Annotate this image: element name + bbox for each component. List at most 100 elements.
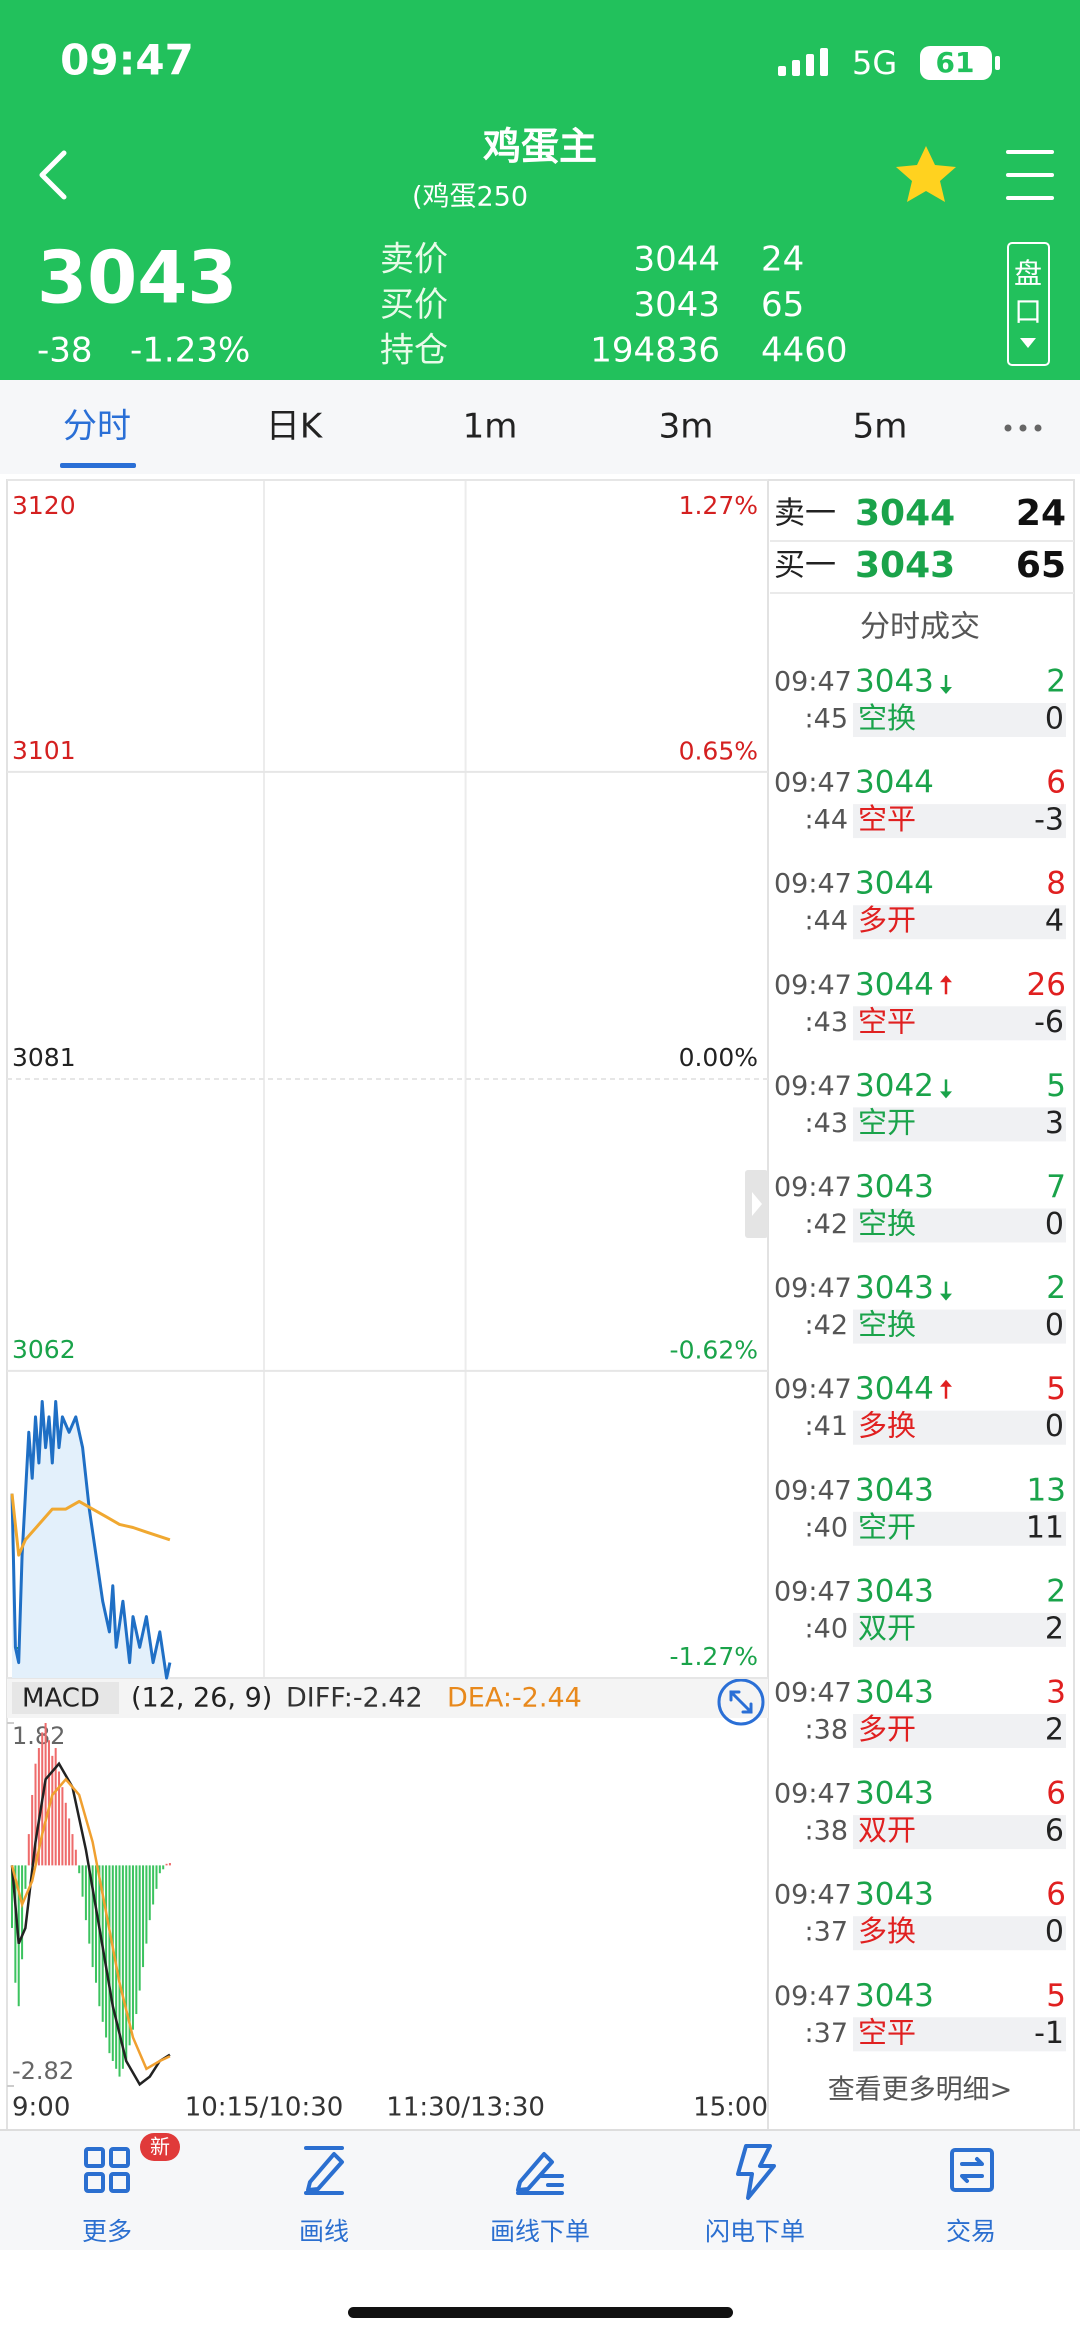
- trade-volume: 6: [1046, 1877, 1066, 1913]
- macd-bar: [81, 1865, 84, 1897]
- tab[interactable]: 3m: [659, 407, 714, 447]
- price-change-pct: -1.23%: [130, 331, 250, 371]
- trade-time: 09:47: [774, 1071, 852, 1102]
- trade-price: 3043: [855, 1675, 934, 1711]
- macd-bar: [84, 1865, 87, 1921]
- nav-label[interactable]: 交易: [946, 2217, 996, 2246]
- more-tabs[interactable]: [1004, 424, 1042, 432]
- macd-line: [10, 1777, 171, 2071]
- trade-action: 空开: [858, 1510, 916, 1544]
- trade-row-bg: [853, 1309, 1066, 1344]
- macd-bar: [145, 1865, 148, 1944]
- book-price: 3043: [855, 545, 955, 586]
- trade-action: 空平: [858, 2015, 916, 2049]
- macd-bar: [14, 1865, 17, 1983]
- macd-params: (12, 26, 9): [131, 1683, 272, 1714]
- trade-volume: 5: [1046, 1371, 1066, 1407]
- trade-arrow-head: [940, 1091, 952, 1099]
- macd-title: MACD: [22, 1684, 100, 1714]
- quote-price: 194836: [590, 331, 720, 371]
- trade-arrow-head: [940, 687, 952, 694]
- tab[interactable]: 分时: [63, 407, 131, 447]
- macd-bar: [27, 1834, 30, 1866]
- trade-volume: 26: [1027, 967, 1066, 1003]
- home-indicator: [348, 2307, 733, 2318]
- trade-change: -3: [1034, 803, 1064, 838]
- side-button-caret: [1020, 338, 1036, 348]
- x-tick-label: 15:00: [693, 2093, 768, 2123]
- trade-row-bg: [853, 1815, 1066, 1850]
- tab-bar: [0, 380, 1080, 474]
- y2-tick-label: 0.00%: [679, 1043, 758, 1072]
- trade-time: 09:47: [774, 1678, 852, 1709]
- macd-bar: [118, 1865, 121, 2077]
- trade-second: :45: [805, 704, 848, 735]
- more-details[interactable]: 查看更多明细>: [828, 2075, 1013, 2106]
- trade-action: 空换: [858, 1207, 916, 1241]
- macd-bar: [135, 1865, 138, 2015]
- macd-bar: [98, 1865, 101, 2007]
- trade-time: 09:47: [774, 1981, 852, 2012]
- trade-second: :43: [805, 1108, 848, 1139]
- side-button[interactable]: [1007, 242, 1050, 366]
- trade-change: -1: [1034, 2016, 1064, 2051]
- trade-price: 3043: [855, 1877, 934, 1913]
- tab[interactable]: 1m: [463, 407, 518, 447]
- trade-price: 3043: [855, 1776, 934, 1812]
- trade-change: 0: [1045, 1308, 1064, 1343]
- macd-bar: [54, 1748, 57, 1866]
- tab-underline: [60, 463, 136, 468]
- trade-second: :37: [805, 2018, 848, 2049]
- trade-change: 6: [1045, 1814, 1064, 1849]
- macd-bar: [64, 1802, 67, 1866]
- trade-change: 2: [1045, 1611, 1064, 1646]
- expand-button[interactable]: [717, 1678, 765, 1726]
- y2-tick-label: 0.65%: [679, 736, 758, 765]
- quote-label: 卖价: [380, 240, 448, 280]
- macd-bar: [108, 1865, 111, 2054]
- trade-volume: 6: [1046, 765, 1066, 801]
- favorite-star[interactable]: [896, 146, 956, 202]
- trade-time: 09:47: [774, 970, 852, 1001]
- trade-second: :38: [805, 1715, 848, 1746]
- tab[interactable]: 日K: [266, 407, 324, 447]
- nav-label[interactable]: 闪电下单: [705, 2217, 805, 2246]
- macd-bar: [148, 1865, 151, 1921]
- quote-price: 3044: [633, 240, 720, 280]
- nav-label[interactable]: 更多: [82, 2217, 132, 2246]
- x-tick-label: 11:30/13:30: [386, 2093, 545, 2123]
- trade-price: 3044: [855, 765, 934, 801]
- book-volume: 65: [1016, 545, 1066, 586]
- back-button[interactable]: [39, 150, 67, 200]
- status-battery: 61: [936, 46, 975, 79]
- trade-price: 3043: [855, 1978, 934, 2014]
- trade-change: 3: [1045, 1106, 1064, 1141]
- trade-change: 4: [1045, 904, 1064, 939]
- collapse-arrow: [752, 1192, 762, 1216]
- trade-price: 3043: [855, 1169, 934, 1205]
- nav-badge-bg: [140, 2133, 180, 2161]
- trade-action: 多换: [858, 1914, 916, 1948]
- nav-label[interactable]: 画线: [299, 2217, 349, 2246]
- trade-change: 0: [1045, 702, 1064, 737]
- macd-header-bar: [7, 1678, 768, 1718]
- trade-second: :41: [805, 1411, 848, 1442]
- macd-bar: [51, 1755, 54, 1866]
- trade-row-bg: [853, 1208, 1066, 1243]
- macd-bar: [74, 1849, 77, 1866]
- trade-row-bg: [853, 1410, 1066, 1445]
- trade-volume: 3: [1046, 1675, 1066, 1711]
- menu-button[interactable]: [1006, 150, 1054, 200]
- trade-change: 11: [1026, 1510, 1064, 1545]
- trade-row-bg: [853, 1714, 1066, 1748]
- quote-label: 买价: [380, 285, 448, 325]
- trade-change: -6: [1034, 1005, 1064, 1040]
- trade-row-bg: [853, 1612, 1066, 1647]
- trade-second: :37: [805, 1917, 848, 1948]
- trade-volume: 13: [1027, 1472, 1066, 1508]
- trade-time: 09:47: [774, 1576, 852, 1607]
- tab[interactable]: 5m: [853, 407, 908, 447]
- trade-price: 3044: [855, 866, 934, 902]
- nav-label[interactable]: 画线下单: [490, 2217, 590, 2246]
- macd-bar: [168, 1863, 171, 1866]
